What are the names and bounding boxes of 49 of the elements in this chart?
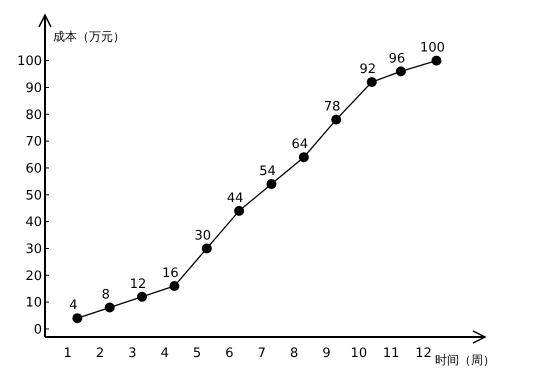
y-tick-label: 30 [25, 242, 42, 257]
point [298, 152, 309, 162]
x-tick-label: 12 [415, 346, 432, 361]
y-tick-label: 0 [34, 322, 42, 338]
x-tick-label: 3 [128, 346, 136, 361]
x-tick-label: 10 [350, 346, 368, 361]
x-tick-label: 4 [160, 346, 169, 361]
point [234, 206, 244, 216]
x-tick-label: 2 [96, 346, 104, 361]
point [137, 292, 148, 302]
data-label: 4 [69, 298, 78, 314]
point [431, 56, 442, 66]
point [331, 114, 342, 125]
x-tick-label: 1 [64, 346, 72, 361]
x-tick-label: 7 [258, 346, 266, 361]
y-tick-label: 90 [25, 80, 42, 96]
y-tick-label: 10 [25, 296, 42, 311]
point [366, 77, 377, 88]
y-tick-label: 50 [25, 188, 42, 204]
y-axis-title: 成本（万元） [53, 30, 125, 44]
data-label: 100 [420, 40, 445, 56]
point [169, 281, 180, 292]
data-label: 96 [388, 51, 406, 66]
x-axis-title: 时间（周） [435, 353, 495, 367]
data-label: 44 [226, 190, 244, 206]
point [72, 313, 82, 324]
x-tick-label: 5 [192, 346, 202, 361]
data-label: 12 [130, 276, 146, 292]
data-label: 64 [292, 137, 308, 152]
point [104, 302, 115, 312]
x-tick-label: 6 [225, 346, 234, 361]
data-label: 78 [324, 100, 340, 115]
point [396, 66, 406, 76]
x-tick-label: 8 [290, 346, 298, 361]
data-label: 30 [194, 228, 212, 244]
y-tick-label: 40 [25, 215, 42, 230]
data-label: 92 [359, 62, 376, 78]
x-tick-label: 11 [382, 346, 400, 361]
data-label: 8 [102, 287, 110, 302]
data-label: 54 [259, 164, 276, 180]
y-tick-label: 70 [25, 134, 42, 150]
y-tick-label: 100 [17, 54, 42, 70]
y-tick-label: 80 [25, 108, 42, 123]
point [202, 243, 212, 254]
point [266, 179, 276, 190]
y-tick-label: 20 [25, 268, 42, 284]
y-tick-label: 60 [25, 161, 42, 176]
data-label: 16 [162, 266, 179, 282]
x-tick-label: 9 [322, 346, 331, 361]
